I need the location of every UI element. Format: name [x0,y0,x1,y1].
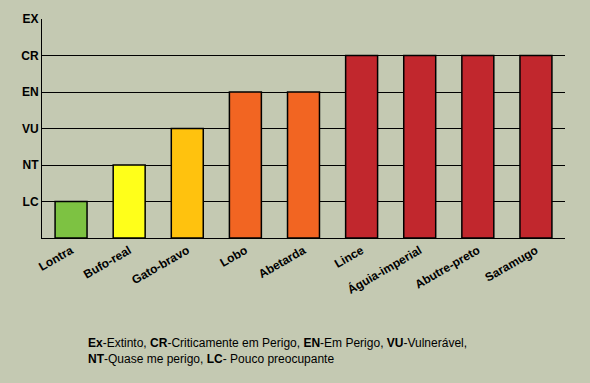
svg-text:Abutre-preto: Abutre-preto [412,243,482,291]
svg-text:Abetarda: Abetarda [256,243,308,281]
svg-text:VU: VU [22,122,39,136]
svg-text:NT: NT [23,158,40,172]
svg-text:Gato-bravo: Gato-bravo [129,243,191,287]
svg-text:Saramugo: Saramugo [483,243,541,284]
svg-text:Bufo-real: Bufo-real [81,243,134,281]
svg-text:Águia-imperial: Águia-imperial [345,242,425,297]
svg-text:Lince: Lince [332,243,366,271]
svg-text:Lobo: Lobo [217,243,249,270]
svg-text:CR: CR [21,49,39,63]
svg-text:Ex-Extinto, CR-Criticamente em: Ex-Extinto, CR-Criticamente em Perigo, E… [88,336,467,366]
svg-text:Lontra: Lontra [36,243,76,274]
svg-text:LC: LC [23,195,39,209]
svg-text:EN: EN [22,85,39,99]
svg-text:EX: EX [23,12,39,26]
